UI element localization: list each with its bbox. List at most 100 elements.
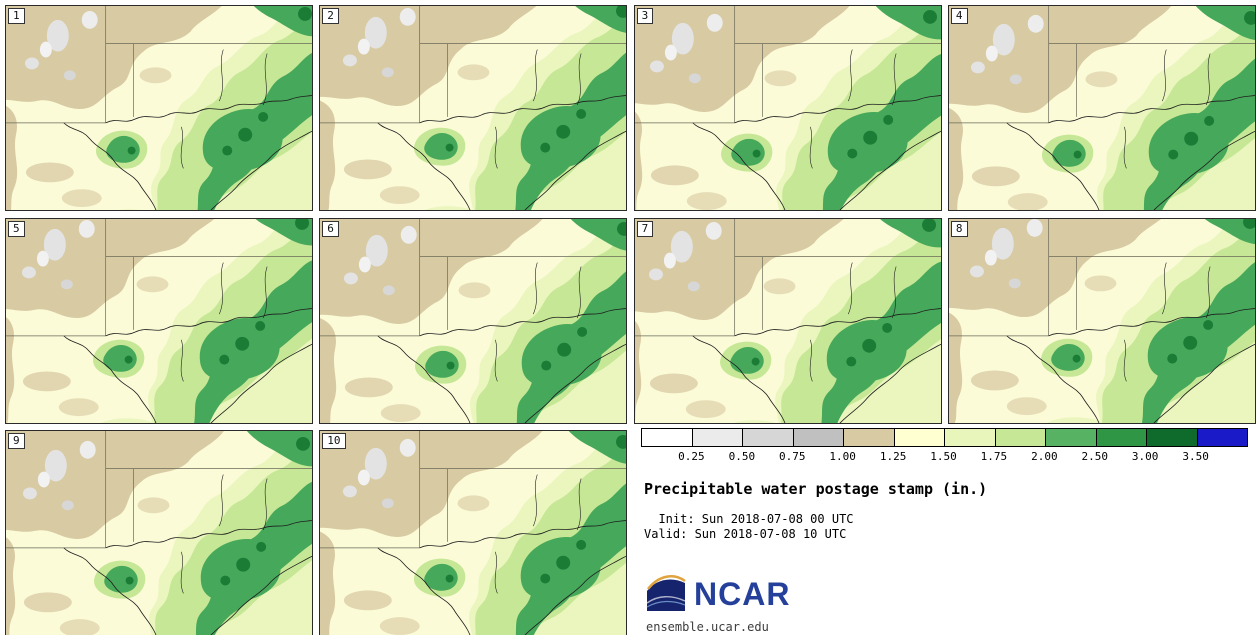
panel-number-label: 2: [322, 8, 339, 24]
river: [180, 339, 184, 382]
panel-number-label: 5: [8, 220, 25, 237]
precip-water-map: [948, 6, 1255, 210]
colorbar-segment: [1147, 429, 1198, 446]
pw-contour-dark-green-spots: [1072, 218, 1255, 364]
red-river-border: [1048, 95, 1255, 124]
map-panel[interactable]: 8: [947, 217, 1256, 424]
gulf-coastline: [1153, 343, 1255, 423]
precip-water-map: [634, 218, 941, 423]
precip-water-map: [634, 6, 941, 210]
precip-water-map: [320, 431, 627, 635]
pw-contour-light-green: [155, 446, 312, 635]
pw-field: [948, 6, 1255, 210]
colorbar-tick-label: 0.25: [678, 450, 705, 463]
colorbar-segment: [642, 429, 693, 446]
pw-contour-green-sw: [730, 138, 765, 166]
pw-contour-green-ne: [1195, 6, 1255, 40]
map-panel[interactable]: 5: [5, 217, 313, 424]
pw-contour-green-ne: [246, 431, 312, 467]
state-borders: [948, 218, 1255, 336]
red-river-border: [105, 307, 312, 336]
river: [180, 126, 184, 169]
map-panel[interactable]: 1: [5, 5, 313, 211]
pw-contour-dark-green-spots: [446, 221, 627, 371]
gulf-coastline: [1153, 130, 1255, 210]
map-panel[interactable]: 9: [5, 430, 313, 635]
colorbar-tick-label: 1.00: [829, 450, 856, 463]
river: [577, 53, 582, 106]
pw-contour-green-ne: [253, 6, 312, 37]
gulf-coastline: [524, 130, 627, 210]
map-panel[interactable]: 7: [633, 217, 942, 424]
river: [1205, 53, 1211, 106]
precip-water-map: [6, 431, 312, 635]
colorbar-ticks: 0.25 0.50 0.75 1.00 1.25 1.50 1.75 2.00 2.50 3.00…: [641, 450, 1248, 464]
pw-field: [6, 218, 312, 423]
colorbar-segment: [793, 429, 844, 446]
red-river-border: [419, 95, 627, 124]
river: [180, 551, 184, 594]
river: [891, 53, 897, 106]
init-time: Init: Sun 2018-07-08 00 UTC: [644, 512, 854, 526]
rio-grande-river: [63, 122, 157, 210]
pw-contour-pale-green-s: [425, 206, 473, 210]
rio-grande-river: [63, 335, 157, 423]
pw-contour-dark-green-spots: [124, 218, 310, 365]
river: [577, 478, 582, 531]
colorbar-segment: [894, 429, 945, 446]
pw-contour-dark-green-spots: [752, 9, 937, 159]
site-url[interactable]: ensemble.ucar.edu: [646, 620, 769, 634]
river: [262, 53, 268, 106]
pw-contour-green-sw: [1051, 343, 1085, 371]
low-pw-gray-spots: [24, 10, 98, 81]
colorbar-tick-label: 0.50: [728, 450, 756, 463]
rio-grande-river: [692, 122, 785, 210]
rivers-and-coastline: [377, 49, 627, 210]
pw-contour-dark-green-spots: [127, 6, 312, 156]
pw-contour-green-sw: [106, 135, 140, 163]
river: [533, 474, 538, 527]
precip-water-map: [6, 218, 312, 423]
pw-contour-green-sw: [425, 350, 460, 378]
map-panel[interactable]: 4: [947, 5, 1256, 211]
precip-water-map: [948, 218, 1255, 423]
low-pw-gray-spots: [648, 221, 722, 291]
pw-field: [320, 6, 627, 210]
map-panel[interactable]: 6: [319, 217, 628, 424]
pw-contour-green-sw: [1052, 139, 1086, 167]
legend-block: 0.25 0.50 0.75 1.00 1.25 1.50 1.75 2.00 2.50 3.00…: [641, 428, 1255, 635]
panel-number-label: 9: [8, 433, 25, 449]
precip-water-map: [6, 6, 312, 210]
pw-contour-green-sw: [424, 132, 459, 160]
pw-contour-pale-green-s: [119, 209, 141, 210]
map-panel[interactable]: 3: [633, 5, 942, 211]
river: [809, 126, 813, 169]
state-borders: [948, 6, 1255, 124]
state-borders: [634, 218, 941, 336]
river: [847, 261, 853, 314]
panel-number-label: 8: [950, 220, 968, 237]
rivers-and-coastline: [377, 474, 627, 635]
precip-water-map: [320, 6, 627, 210]
river: [262, 478, 268, 531]
panel-number-label: 10: [322, 433, 346, 449]
river: [219, 49, 224, 102]
rivers-and-coastline: [1006, 261, 1255, 423]
low-pw-gray-spots: [649, 13, 723, 84]
pw-contour-pale-green-s: [733, 419, 775, 423]
colorbar-segment: [743, 429, 794, 446]
rio-grande-river: [63, 547, 157, 635]
rio-grande-river: [692, 335, 785, 423]
pw-contour-green-ne: [1204, 218, 1255, 244]
colorbar-tick-label: 3.50: [1182, 450, 1209, 463]
map-panel[interactable]: 10: [319, 430, 628, 635]
red-river-border: [105, 520, 312, 549]
rio-grande-river: [1006, 122, 1100, 210]
state-borders: [6, 218, 312, 336]
river: [1205, 265, 1211, 318]
pw-field: [948, 218, 1255, 423]
red-river-border: [105, 95, 312, 124]
colorbar-tick-label: 1.25: [879, 450, 907, 463]
map-panel[interactable]: 2: [319, 5, 628, 211]
